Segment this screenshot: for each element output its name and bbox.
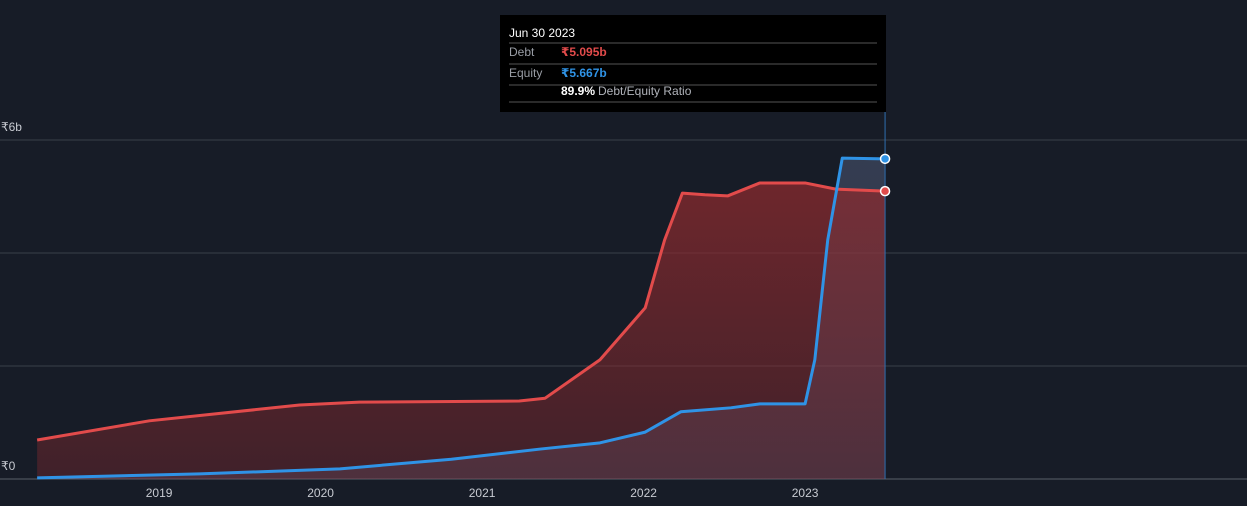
line — [37, 156, 886, 480]
tooltip-value: ₹5.095b — [561, 45, 607, 59]
tooltip-label: Equity — [509, 66, 542, 80]
x-tick-label: 2019 — [146, 486, 173, 500]
x-tick-label: 2021 — [469, 486, 496, 500]
x-tick-label: 2023 — [792, 486, 819, 500]
tooltip-value: ₹5.667b — [561, 66, 607, 80]
tooltip-label: Debt — [509, 45, 535, 59]
y-tick-label: ₹0 — [1, 459, 16, 473]
tooltip-ratio-label: Debt/Equity Ratio — [598, 84, 692, 98]
end-dot — [879, 153, 891, 165]
area — [37, 182, 886, 479]
tooltip-date: Jun 30 2023 — [509, 26, 575, 40]
tooltip: Jun 30 2023 Debt ₹5.095b Equity ₹5.667b 89.9%… — [500, 15, 886, 112]
y-tick-label: ₹6b — [1, 120, 22, 134]
tooltip-ratio: 89.9% — [561, 84, 595, 98]
x-tick-label: 2020 — [307, 486, 334, 500]
x-tick-label: 2022 — [630, 486, 657, 500]
line — [36, 181, 886, 442]
end-dot — [879, 185, 891, 197]
